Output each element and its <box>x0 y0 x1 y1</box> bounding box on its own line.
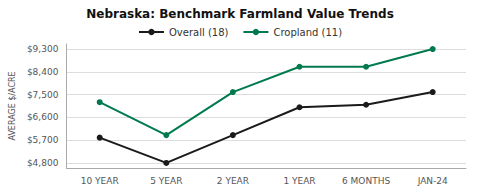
svg-text:2 YEAR: 2 YEAR <box>217 176 249 186</box>
svg-text:$6,600: $6,600 <box>27 112 59 122</box>
svg-text:JAN-24: JAN-24 <box>417 176 448 186</box>
svg-text:$9,300: $9,300 <box>27 44 59 54</box>
svg-text:10 YEAR: 10 YEAR <box>81 176 119 186</box>
svg-text:5 YEAR: 5 YEAR <box>150 176 182 186</box>
svg-text:AVERAGE $/ACRE: AVERAGE $/ACRE <box>8 71 17 140</box>
svg-text:$7,500: $7,500 <box>27 90 59 100</box>
svg-text:Nebraska: Benchmark Farmland V: Nebraska: Benchmark Farmland Value Trend… <box>86 7 394 21</box>
svg-text:$8,400: $8,400 <box>27 67 59 77</box>
svg-text:$5,700: $5,700 <box>27 135 59 145</box>
svg-text:Cropland (11): Cropland (11) <box>273 27 342 38</box>
svg-text:Overall (18): Overall (18) <box>169 27 229 38</box>
svg-text:6 MONTHS: 6 MONTHS <box>342 176 390 186</box>
svg-text:1 YEAR: 1 YEAR <box>283 176 315 186</box>
svg-text:$4,800: $4,800 <box>27 158 59 168</box>
